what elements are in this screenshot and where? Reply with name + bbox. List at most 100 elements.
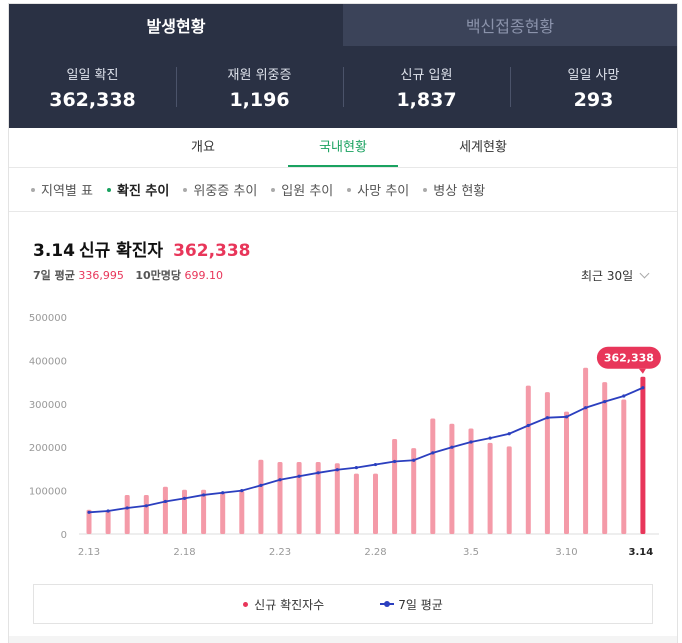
stat-new-admissions: 신규 입원 1,837 bbox=[343, 64, 510, 111]
avg-point bbox=[316, 471, 320, 475]
avg-point bbox=[450, 445, 454, 449]
bar bbox=[277, 461, 283, 534]
stat-label: 신규 입원 bbox=[400, 67, 453, 83]
legend-label: 7일 평균 bbox=[398, 597, 443, 612]
avg-point bbox=[182, 496, 187, 501]
avg-point bbox=[106, 509, 110, 513]
summary-stats: 일일 확진 362,338 재원 위중증 1,196 신규 입원 1,837 일… bbox=[9, 46, 677, 128]
bullet-icon bbox=[31, 187, 35, 192]
highlight-bubble bbox=[596, 346, 661, 369]
avg-point bbox=[202, 493, 206, 497]
highlight-label: 362,338 bbox=[604, 352, 654, 365]
legend-dot-icon bbox=[243, 601, 249, 607]
bar bbox=[124, 494, 130, 534]
bar bbox=[564, 411, 569, 534]
bar bbox=[487, 442, 493, 534]
tab-world[interactable]: 세계현황 bbox=[459, 140, 507, 155]
avg-point bbox=[393, 459, 397, 464]
chart-menu: 지역별 표 확진 추이 위중증 추이 입원 추이 사망 추이 병상 현황 bbox=[9, 168, 677, 212]
avg-point bbox=[354, 465, 358, 470]
menu-critical-trend[interactable]: 위중증 추이 bbox=[183, 180, 257, 199]
bar bbox=[392, 438, 398, 534]
avg-point bbox=[278, 478, 282, 482]
tab-overview[interactable]: 개요 bbox=[191, 140, 215, 155]
bar bbox=[315, 461, 321, 534]
avg-point bbox=[335, 468, 339, 472]
heading-label: 신규 확진자 bbox=[78, 241, 164, 261]
bullet-icon bbox=[423, 187, 428, 192]
y-tick-label: 500000 bbox=[29, 313, 67, 324]
avg-point bbox=[259, 483, 263, 487]
avg-point bbox=[240, 489, 244, 493]
menu-admission-trend[interactable]: 입원 추이 bbox=[271, 180, 333, 199]
avg-point bbox=[641, 386, 645, 390]
bar bbox=[544, 392, 550, 534]
y-tick-label: 400000 bbox=[29, 356, 67, 367]
x-tick-label: 2.28 bbox=[364, 547, 386, 558]
stat-daily-deaths: 일일 사망 293 bbox=[510, 64, 677, 111]
avg-point bbox=[507, 432, 511, 436]
y-tick-label: 200000 bbox=[29, 443, 67, 454]
menu-label: 입원 추이 bbox=[281, 184, 334, 199]
bar bbox=[449, 423, 455, 534]
stat-value: 1,196 bbox=[229, 88, 290, 111]
tab-vaccination-status[interactable]: 백신접종현황 bbox=[343, 4, 677, 46]
bar bbox=[220, 492, 226, 534]
avg-point bbox=[431, 451, 435, 455]
period-selector[interactable]: 최근 30일 bbox=[581, 267, 650, 284]
menu-death-trend[interactable]: 사망 추이 bbox=[347, 180, 409, 199]
avg-point bbox=[564, 415, 569, 419]
menu-region-table[interactable]: 지역별 표 bbox=[31, 180, 93, 199]
bar bbox=[468, 428, 474, 534]
stat-value: 362,338 bbox=[49, 88, 136, 111]
legend-line-icon bbox=[380, 601, 395, 607]
bullet-icon bbox=[271, 187, 276, 192]
bar bbox=[373, 473, 378, 534]
avg-point bbox=[412, 458, 416, 462]
menu-label: 위중증 추이 bbox=[193, 184, 258, 199]
bar bbox=[143, 494, 149, 534]
bar bbox=[525, 385, 531, 534]
menu-label: 확진 추이 bbox=[116, 184, 170, 199]
x-tick-label: 3.14 bbox=[629, 547, 654, 558]
bar bbox=[86, 509, 92, 534]
heading-value: 362,338 bbox=[173, 241, 251, 261]
menu-label: 사망 추이 bbox=[357, 184, 410, 199]
menu-bed-status[interactable]: 병상 현황 bbox=[423, 180, 485, 199]
stat-value: 293 bbox=[573, 88, 614, 111]
bar bbox=[182, 489, 187, 534]
menu-label: 병상 현황 bbox=[433, 184, 486, 199]
confirmed-trend-chart: 500000 400000 300000 200000 100000 0 2.13 2.18 2… bbox=[29, 313, 661, 558]
stat-daily-confirmed: 일일 확진 362,338 bbox=[9, 64, 176, 111]
bullet-icon bbox=[106, 187, 111, 192]
bullet-icon bbox=[183, 187, 188, 192]
stat-value: 1,837 bbox=[396, 88, 457, 111]
bar bbox=[506, 446, 512, 534]
bar bbox=[201, 489, 207, 534]
avg-point bbox=[526, 423, 530, 428]
avg-point bbox=[488, 436, 492, 440]
covid-dashboard: 발생현황 백신접종현황 일일 확진 362,338 재원 위중증 1,196 신… bbox=[8, 3, 678, 643]
bullet-icon bbox=[347, 187, 352, 192]
menu-label: 지역별 표 bbox=[41, 184, 93, 199]
per100k-value: 699.10 bbox=[184, 269, 224, 282]
stat-label: 일일 확진 bbox=[66, 67, 119, 83]
avg-point bbox=[603, 400, 607, 404]
stat-critical: 재원 위중증 1,196 bbox=[176, 64, 343, 111]
avg-point bbox=[545, 416, 550, 420]
bar bbox=[334, 463, 340, 534]
menu-confirmed-trend[interactable]: 확진 추이 bbox=[106, 180, 170, 199]
avg-point bbox=[469, 440, 473, 444]
avg-point bbox=[125, 506, 129, 510]
section-divider bbox=[9, 636, 677, 643]
avg-point bbox=[144, 504, 148, 508]
bar bbox=[430, 418, 436, 534]
tab-domestic[interactable]: 국내현황 bbox=[288, 128, 398, 167]
period-label: 최근 30일 bbox=[581, 269, 634, 283]
legend-label: 신규 확진자수 bbox=[254, 597, 325, 612]
avg-point bbox=[584, 406, 588, 410]
tab-outbreak-status[interactable]: 발생현황 bbox=[9, 4, 343, 46]
bar bbox=[411, 448, 417, 534]
bar bbox=[621, 399, 627, 534]
bar bbox=[602, 382, 608, 534]
